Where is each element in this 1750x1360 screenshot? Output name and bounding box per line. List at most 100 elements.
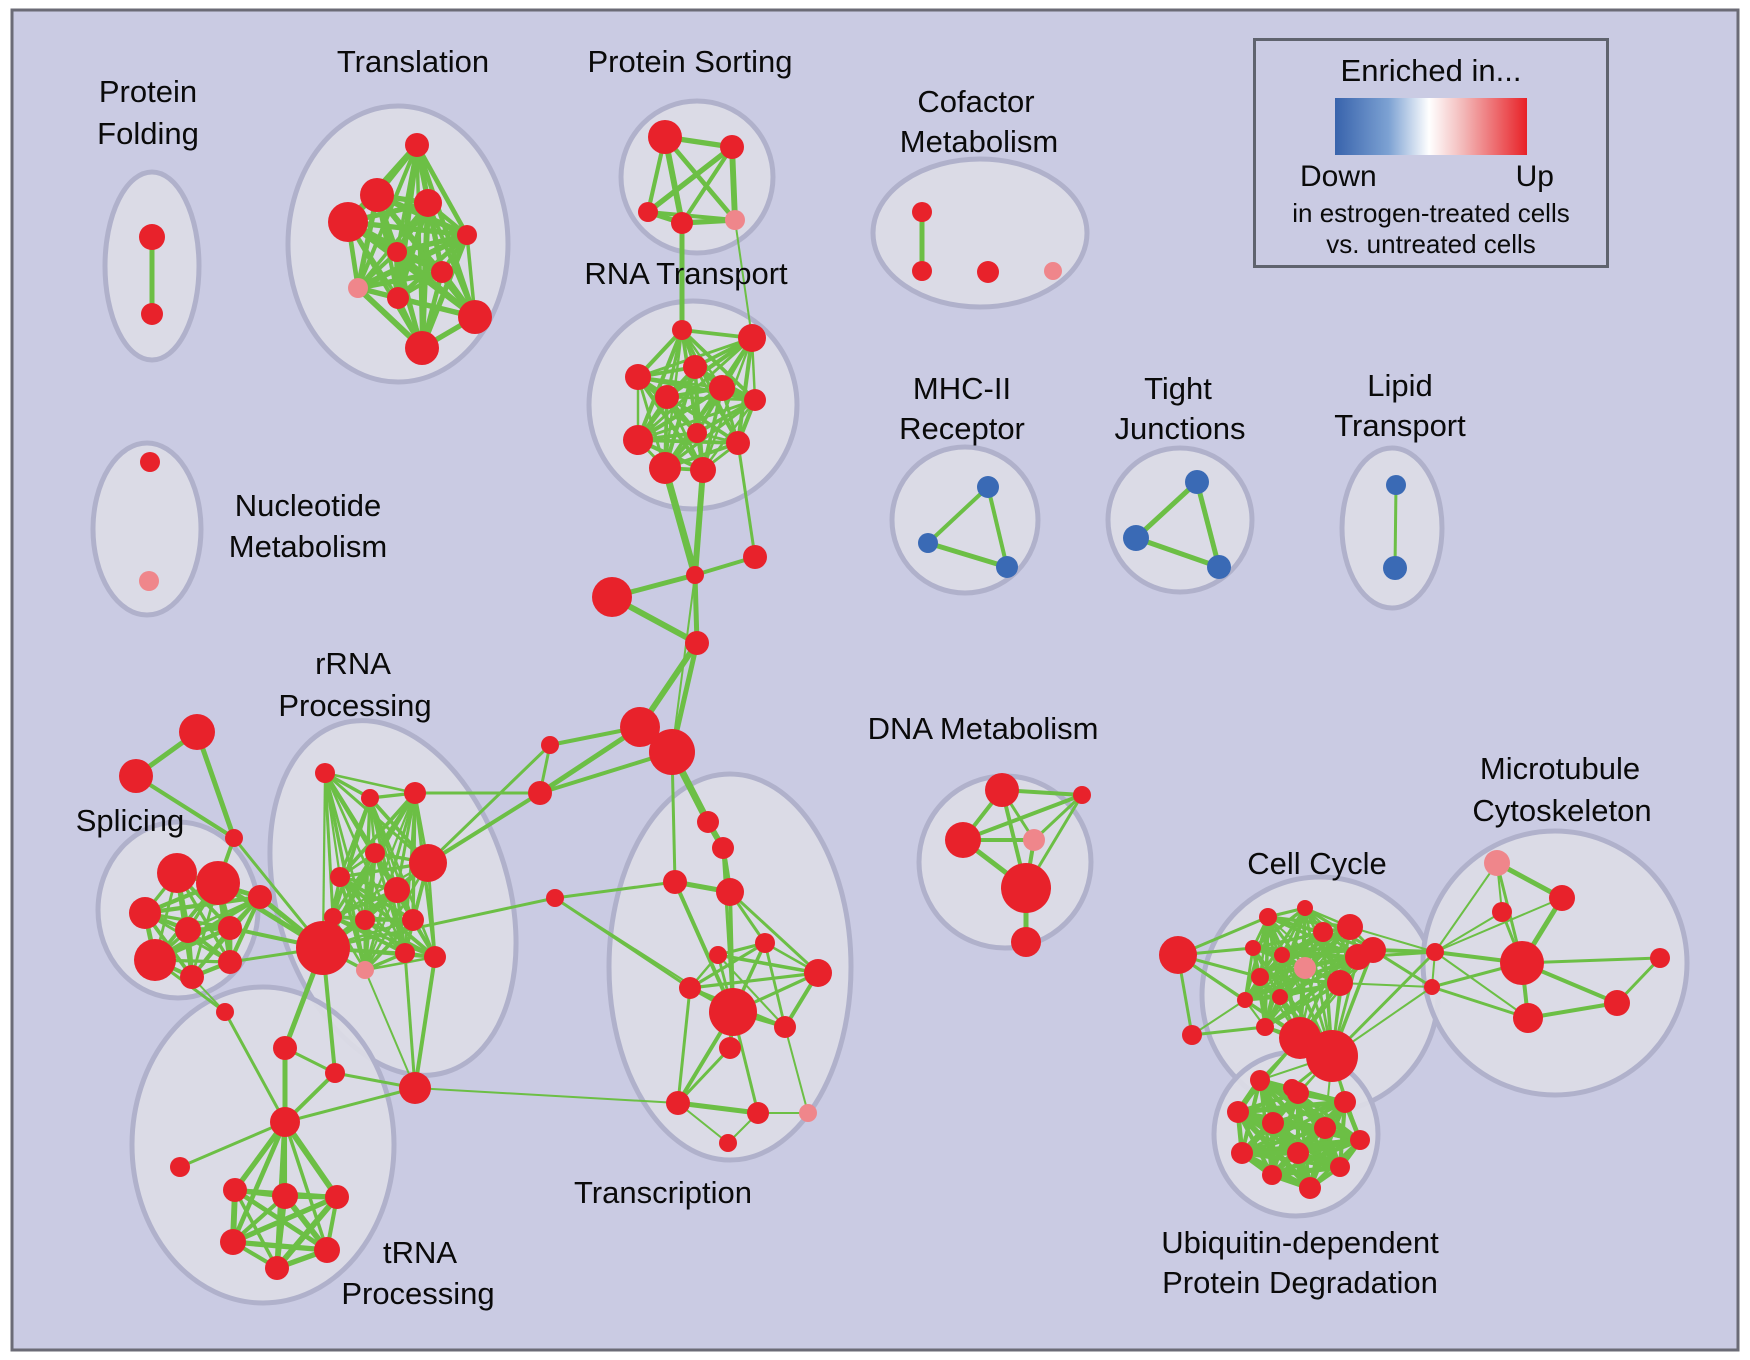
edge — [1135, 535, 1220, 570]
edge — [539, 750, 673, 795]
node-s8 — [218, 950, 242, 974]
edge — [637, 374, 756, 403]
node-cc3 — [1313, 922, 1333, 942]
node-rt6 — [709, 375, 735, 401]
node-rt3 — [683, 355, 707, 379]
node-lt2 — [1383, 556, 1407, 580]
node-rt5 — [655, 385, 679, 409]
node-h4 — [220, 1229, 246, 1255]
node-t8 — [348, 278, 368, 298]
node-ta — [179, 714, 215, 750]
node-r3 — [404, 782, 426, 804]
node-cc5 — [1245, 940, 1261, 956]
cluster-label-mhc-ii-receptor-line2: Receptor — [899, 411, 1025, 446]
node-cc6 — [1274, 947, 1290, 963]
edge — [1267, 915, 1351, 929]
edge — [554, 880, 676, 900]
node-cc16 — [1306, 1030, 1358, 1082]
node-mtf — [1650, 948, 1670, 968]
edge — [637, 438, 739, 445]
node-mtr2 — [1604, 990, 1630, 1016]
node-r14 — [424, 946, 446, 968]
node-h6 — [265, 1256, 289, 1280]
node-ps3 — [638, 202, 658, 222]
edge — [1191, 999, 1246, 1036]
edge — [986, 486, 1009, 568]
node-s3 — [129, 897, 161, 929]
node-cc9 — [1237, 992, 1253, 1008]
node-dm4 — [1023, 829, 1045, 851]
node-r11 — [296, 921, 350, 975]
edge — [403, 952, 417, 1089]
edge — [194, 731, 237, 839]
node-r1 — [315, 763, 335, 783]
node-ccL — [1159, 936, 1197, 974]
node-u11 — [719, 1134, 737, 1152]
edge — [338, 875, 437, 959]
cluster-label-tight-junctions-line2: Junctions — [1115, 411, 1246, 446]
edge — [282, 1120, 340, 1199]
edge — [426, 743, 552, 865]
edge — [356, 144, 419, 289]
cluster-label-ubiquitin-degradation-line2: Protein Degradation — [1162, 1265, 1438, 1300]
edge — [677, 1100, 759, 1116]
cluster-label-tight-junctions-line1: Tight — [1144, 371, 1212, 406]
edge — [702, 399, 756, 471]
node-mtr1 — [1549, 885, 1575, 911]
node-dm5 — [1001, 863, 1051, 913]
node-ps2 — [720, 135, 744, 159]
node-ub1 — [1250, 1070, 1270, 1090]
edge — [1134, 480, 1199, 540]
node-r12 — [356, 961, 374, 979]
node-k4 — [685, 631, 709, 655]
node-m2 — [918, 533, 938, 553]
node-cc13 — [1360, 937, 1386, 963]
node-ub3 — [1334, 1091, 1356, 1113]
edge — [1271, 1164, 1341, 1178]
cluster-label-translation: Translation — [337, 44, 489, 79]
edge — [323, 772, 335, 918]
edge — [664, 398, 756, 470]
edge — [736, 442, 757, 558]
edge — [284, 1086, 416, 1124]
legend-up-label: Up — [1515, 160, 1554, 193]
node-t6 — [387, 242, 407, 262]
edge — [364, 955, 436, 972]
node-cc1 — [1259, 908, 1277, 926]
cluster-label-rrna-processing-line1: rRNA — [315, 646, 391, 681]
node-cc11 — [1327, 970, 1353, 996]
cluster-label-ubiquitin-degradation-line1: Ubiquitin-dependent — [1161, 1225, 1439, 1260]
cluster-label-nucleotide-metabolism-line1: Nucleotide — [235, 488, 381, 523]
cluster-label-cofactor-metabolism-line2: Metabolism — [900, 124, 1059, 159]
node-r8 — [355, 910, 375, 930]
node-u2 — [755, 933, 775, 953]
node-d4 — [716, 878, 744, 906]
edge — [637, 398, 756, 442]
node-nm1 — [140, 452, 160, 472]
edge — [232, 1239, 328, 1253]
edge — [689, 971, 819, 990]
cluster-label-mhc-ii-receptor-line1: MHC-II — [913, 371, 1011, 406]
cluster-ellipse-cofactor-metabolism — [870, 156, 1090, 310]
edge — [763, 942, 787, 1028]
node-ub5 — [1262, 1112, 1284, 1134]
node-cm4 — [1044, 262, 1062, 280]
cluster-ellipse-nucleotide-metabolism — [90, 440, 204, 618]
node-s4 — [175, 917, 201, 943]
edge — [223, 1011, 287, 1123]
edge — [1434, 911, 1503, 953]
node-mtp — [1484, 850, 1510, 876]
node-r6 — [330, 867, 350, 887]
edge — [692, 469, 706, 576]
edge — [680, 328, 757, 402]
edge — [274, 1195, 340, 1270]
node-rt9 — [623, 425, 653, 455]
node-u5 — [709, 988, 757, 1036]
node-th — [270, 1107, 300, 1137]
edge — [676, 1046, 732, 1105]
node-mts1 — [1492, 902, 1512, 922]
edge — [324, 771, 416, 795]
node-d3 — [663, 870, 687, 894]
node-t5 — [457, 225, 477, 245]
